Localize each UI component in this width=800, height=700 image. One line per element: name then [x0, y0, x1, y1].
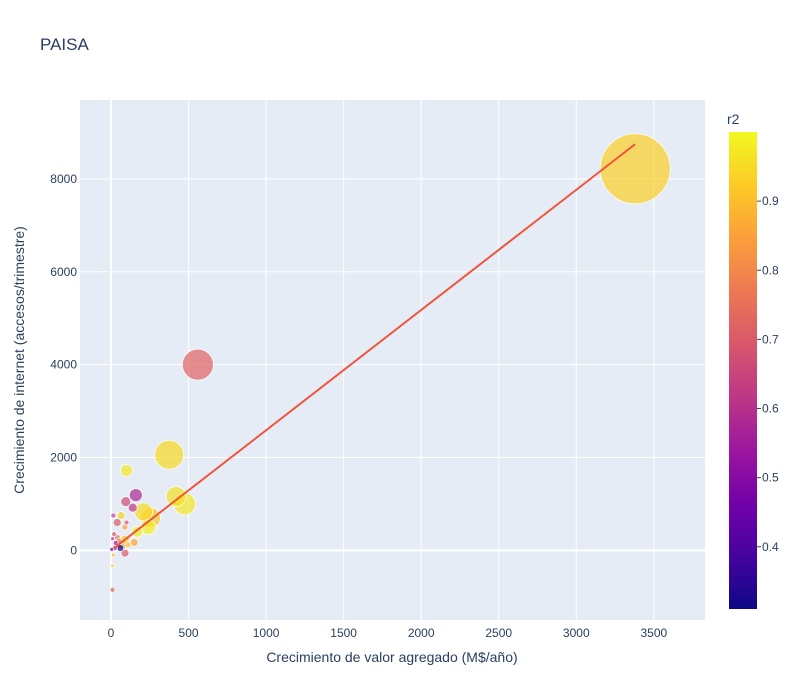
colorbar [729, 132, 757, 609]
data-point[interactable] [182, 348, 214, 381]
colorbar-tick-label: 0.6 [762, 402, 779, 416]
x-tick-label: 2000 [408, 626, 435, 640]
trendline [113, 143, 636, 549]
x-tick-label: 1500 [330, 626, 357, 640]
data-point[interactable] [110, 563, 115, 569]
x-tick-label: 3500 [640, 626, 667, 640]
x-axis-title: Crecimiento de valor agregado (M$/año) [266, 649, 517, 665]
y-tick-label: 4000 [50, 358, 77, 372]
colorbar-tick-label: 0.9 [762, 194, 779, 208]
colorbar-tick-label: 0.8 [762, 263, 779, 277]
data-point[interactable] [599, 133, 671, 205]
x-tick-label: 500 [179, 626, 199, 640]
data-point[interactable] [129, 538, 139, 547]
x-tick-label: 0 [108, 626, 115, 640]
data-point[interactable] [120, 548, 130, 558]
data-point[interactable] [124, 541, 132, 549]
y-tick-label: 6000 [50, 265, 77, 279]
colorbar-title: r2 [727, 111, 740, 127]
data-point[interactable] [154, 439, 185, 470]
data-point[interactable] [109, 547, 115, 552]
y-axis-title: Crecimiento de internet (accesos/trimest… [11, 226, 27, 494]
data-point[interactable] [165, 486, 187, 507]
x-tick-label: 1000 [253, 626, 280, 640]
data-point[interactable] [110, 512, 117, 519]
data-point[interactable] [110, 552, 116, 558]
data-point[interactable] [116, 511, 126, 520]
x-tick-label: 2500 [485, 626, 512, 640]
y-tick-label: 0 [70, 543, 77, 557]
data-points [109, 133, 671, 593]
x-tick-label: 3000 [563, 626, 590, 640]
y-tick-label: 8000 [50, 172, 77, 186]
data-point[interactable] [110, 536, 115, 542]
data-point[interactable] [134, 502, 153, 522]
colorbar-tick-label: 0.5 [762, 471, 779, 485]
data-point[interactable] [120, 496, 132, 507]
data-point[interactable] [123, 519, 130, 526]
data-point[interactable] [127, 502, 138, 513]
data-point[interactable] [111, 531, 117, 537]
colorbar-tick-label: 0.7 [762, 332, 779, 346]
y-tick-labels: 0 2000 4000 6000 8000 [50, 172, 77, 557]
chart-title: PAISA [40, 35, 89, 54]
data-point[interactable] [109, 586, 116, 593]
y-tick-label: 2000 [50, 451, 77, 465]
colorbar-tick-labels: 0.4 0.5 0.6 0.7 0.8 0.9 [757, 194, 779, 554]
colorbar-tick-label: 0.4 [762, 540, 779, 554]
data-point[interactable] [128, 488, 143, 502]
data-point[interactable] [120, 464, 133, 477]
x-tick-labels: 0 500 1000 1500 2000 2500 3000 3500 [108, 626, 668, 640]
data-point[interactable] [112, 518, 122, 527]
